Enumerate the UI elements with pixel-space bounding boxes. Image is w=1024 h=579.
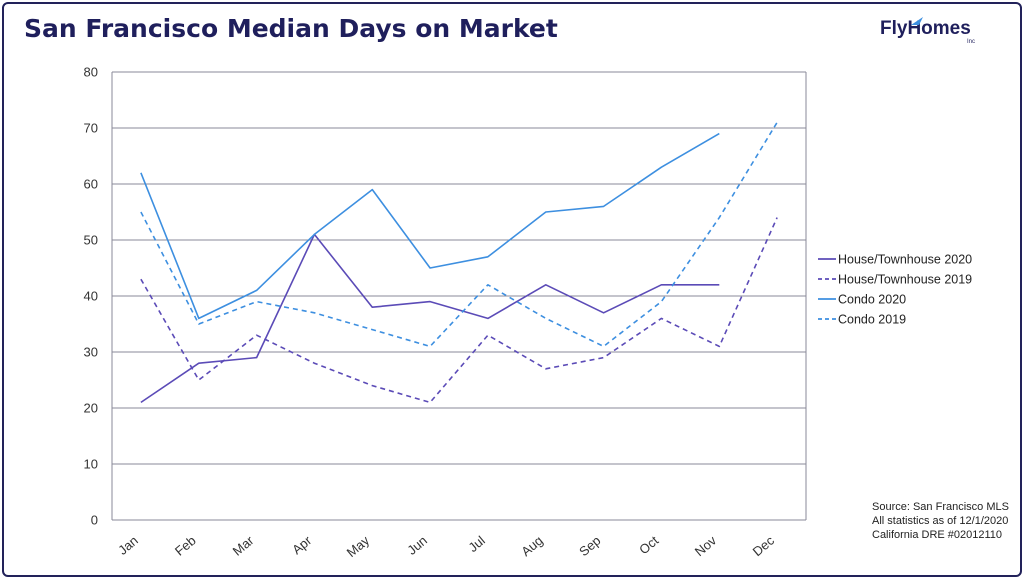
x-tick-label: Nov	[692, 532, 720, 559]
y-tick-label: 40	[84, 289, 98, 304]
x-tick-label: Jan	[115, 533, 141, 558]
x-axis-ticks: Jan Feb Mar Apr May Jun Jul Aug Sep Oct Nov Dec	[115, 532, 777, 560]
x-tick-label: Feb	[172, 533, 199, 559]
source-line-1: Source: San Francisco MLS	[872, 501, 1009, 513]
x-tick-label: Jul	[465, 533, 487, 555]
series-line-condo-2019	[140, 121, 778, 348]
legend-label: House/Townhouse 2020	[838, 253, 972, 267]
y-tick-label: 30	[84, 345, 98, 360]
logo-wing-icon	[911, 17, 923, 25]
grid	[111, 71, 807, 521]
x-tick-label: May	[344, 532, 373, 560]
x-tick-label: Aug	[518, 533, 545, 559]
x-tick-label: Oct	[636, 533, 661, 558]
x-tick-label: Jun	[404, 533, 430, 558]
brand-logo: FlyHomes	[880, 18, 971, 40]
legend-label: Condo 2020	[838, 293, 906, 307]
y-tick-label: 60	[84, 177, 98, 192]
y-axis-ticks: 0 10 20 30 40 50 60 70 80	[84, 65, 98, 528]
series-lines	[140, 121, 778, 404]
logo-text: FlyHomes	[880, 18, 971, 39]
legend-label: Condo 2019	[838, 313, 906, 327]
legend-label: House/Townhouse 2019	[838, 273, 972, 287]
y-tick-label: 70	[84, 121, 98, 136]
x-tick-label: Apr	[289, 532, 315, 557]
source-line-3: California DRE #02012110	[872, 529, 1003, 541]
y-tick-label: 10	[84, 457, 98, 472]
y-tick-label: 80	[84, 65, 98, 80]
logo-sub: Inc	[967, 39, 976, 45]
series-line-condo-2020	[140, 132, 720, 320]
chart-title: San Francisco Median Days on Market	[24, 14, 558, 43]
legend: House/Townhouse 2020 House/Townhouse 2019…	[818, 253, 972, 327]
x-tick-label: Mar	[230, 532, 257, 558]
y-tick-label: 0	[91, 513, 98, 528]
y-tick-label: 50	[84, 233, 98, 248]
source-line-2: All statistics as of 12/1/2020	[872, 515, 1009, 527]
x-tick-label: Dec	[750, 532, 778, 559]
series-line-house-townhouse-2019	[140, 217, 778, 404]
source-note: Source: San Francisco MLS All statistics…	[872, 500, 1009, 542]
y-tick-label: 20	[84, 401, 98, 416]
x-tick-label: Sep	[576, 533, 603, 559]
series-line-house-townhouse-2020	[140, 233, 720, 404]
